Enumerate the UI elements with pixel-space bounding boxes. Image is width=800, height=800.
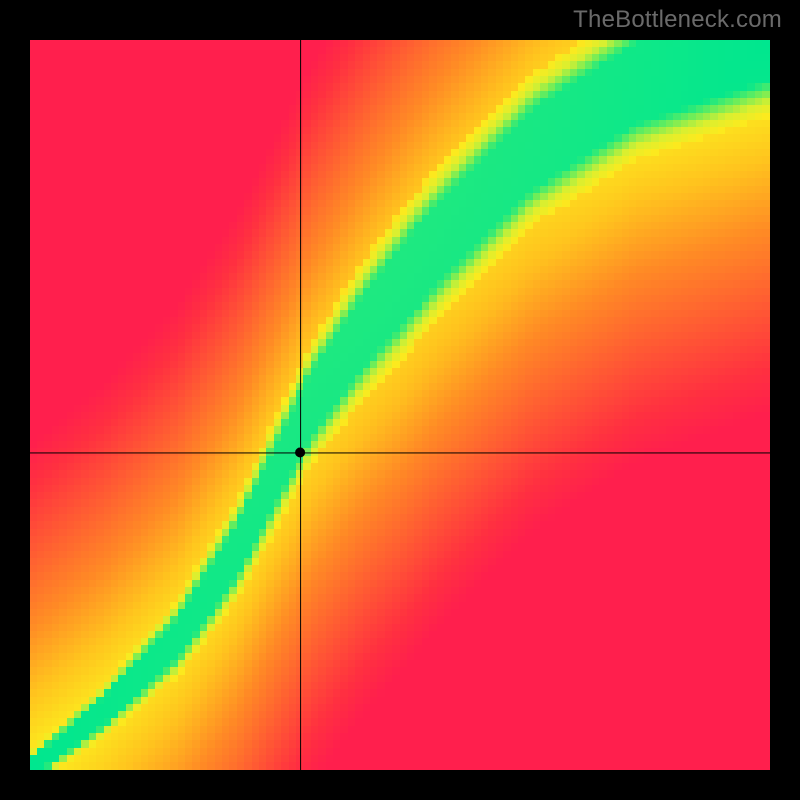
watermark-text: TheBottleneck.com — [573, 6, 782, 34]
plot-area — [30, 40, 770, 770]
chart-container: TheBottleneck.com — [0, 0, 800, 800]
bottleneck-heatmap — [30, 40, 770, 770]
